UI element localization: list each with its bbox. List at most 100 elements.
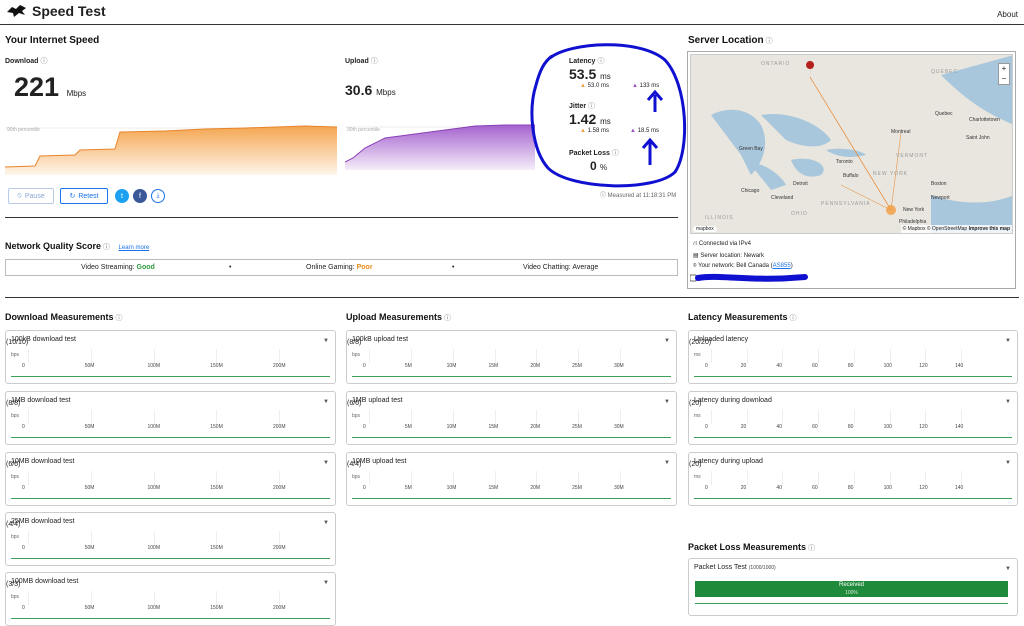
download-results-icon[interactable]: ⤓: [151, 189, 165, 203]
axis-tick-label: 80: [847, 363, 854, 369]
packet-loss-label: Packet Loss ⓘ: [569, 150, 619, 157]
measured-at: ⓘ Measured at 11:18:31 PM: [600, 193, 677, 199]
gridline: [782, 471, 784, 485]
chevron-down-icon[interactable]: ▼: [1005, 566, 1011, 572]
facebook-share-icon[interactable]: f: [133, 189, 147, 203]
zoom-in-button[interactable]: +: [1001, 64, 1007, 73]
chevron-down-icon[interactable]: ▼: [664, 399, 670, 405]
gridline: [746, 349, 748, 363]
network-quality-box: Video Streaming: Good • Online Gaming: P…: [5, 259, 678, 276]
gridline: [925, 410, 927, 424]
measurement-test-title: 100MB download test: [11, 578, 79, 585]
axis-tick-label: 0: [22, 605, 25, 611]
axis-unit-label: bps: [11, 594, 20, 600]
axis-tick-label: 0: [363, 485, 366, 491]
app-logo-icon: [7, 5, 26, 17]
gridline: [153, 471, 155, 485]
axis-unit-label: ms: [694, 413, 701, 419]
gridline: [216, 410, 218, 424]
axis-unit-label: bps: [11, 534, 20, 540]
map-label: Quebec: [935, 111, 953, 117]
map-label: Boston: [931, 181, 947, 187]
download-measurements-heading: Download Measurements ⓘ: [5, 312, 123, 322]
gridline: [494, 349, 496, 363]
chevron-down-icon[interactable]: ▼: [323, 460, 329, 466]
asn-link[interactable]: AS855: [772, 263, 791, 269]
axis-tick-label: 30M: [614, 424, 624, 430]
map-zoom-control[interactable]: + −: [998, 63, 1010, 85]
measurement-test-title: 10MB download test: [11, 458, 75, 465]
measurement-test-title: 1MB upload test: [352, 397, 403, 404]
measurement-test-title: 10MB upload test: [352, 458, 407, 465]
axis-tick-label: 0: [363, 363, 366, 369]
measurement-card: 10MB download test (6/6) ▼ bps 0 50M 100M 150M 2…: [5, 452, 336, 506]
chevron-down-icon[interactable]: ▼: [323, 338, 329, 344]
map-label: Cleveland: [771, 195, 794, 201]
measurement-card: 100kB upload test (8/8) ▼ bps 0 5M 10M 15M 20M 25…: [346, 330, 677, 384]
axis-tick-label: 0: [22, 363, 25, 369]
axis-tick-label: 200M: [273, 363, 286, 369]
baseline: [695, 603, 1008, 604]
axis-tick-label: 200M: [273, 605, 286, 611]
axis-tick-label: 150M: [210, 363, 223, 369]
measurement-test-title: Unloaded latency: [694, 336, 749, 343]
zoom-out-button[interactable]: −: [1001, 74, 1007, 83]
measurement-card: Unloaded latency (20/20) ▼ ms 0 20 40 60 80 100 12…: [688, 330, 1018, 384]
axis-tick-label: 40: [776, 485, 782, 491]
baseline: [694, 376, 1012, 377]
latency-label: Latency ⓘ: [569, 58, 605, 65]
measurement-card: 100kB download test (10/10) ▼ bps 0 50M 100M 15…: [5, 330, 336, 384]
gridline: [216, 531, 218, 545]
chevron-down-icon[interactable]: ▼: [323, 520, 329, 526]
server-card: [687, 51, 1016, 289]
axis-tick-label: 140: [955, 363, 964, 369]
axis-tick-label: 200M: [273, 545, 286, 551]
axis-tick-label: 100M: [147, 545, 161, 551]
about-link[interactable]: About: [997, 10, 1018, 19]
axis-tick-label: 20M: [530, 363, 541, 369]
gridline: [90, 591, 92, 605]
axis-tick-label: 40: [776, 424, 782, 430]
retest-button[interactable]: ↻ Retest: [60, 188, 108, 204]
network-quality-heading: Network Quality Score ⓘ Learn more: [5, 241, 150, 251]
measurement-test-title: 100kB upload test: [352, 336, 409, 343]
chevron-down-icon[interactable]: ▼: [323, 580, 329, 586]
chevron-down-icon[interactable]: ▼: [1005, 399, 1011, 405]
axis-unit-label: bps: [352, 474, 361, 480]
server-location-heading: Server Location ⓘ: [688, 35, 773, 46]
jitter-up: ▲ 18.5 ms: [630, 128, 659, 134]
chevron-down-icon[interactable]: ▼: [664, 460, 670, 466]
gridline: [578, 410, 580, 424]
gridline: [578, 349, 580, 363]
measurement-test-count: (20/20): [689, 339, 712, 346]
server-map[interactable]: ONTARIO QUEBEC Quebec Charlottetown Sain…: [690, 54, 1013, 234]
axis-tick-label: 20M: [530, 485, 541, 491]
axis-tick-label: 50M: [84, 485, 95, 491]
gridline: [925, 349, 927, 363]
chevron-down-icon[interactable]: ▼: [323, 399, 329, 405]
axis-tick-label: 120: [919, 424, 928, 430]
axis-tick-label: 120: [919, 485, 928, 491]
measurement-card: Latency during download (20) ▼ ms 0 20 40 60 80 1…: [688, 391, 1018, 445]
gridline: [853, 471, 855, 485]
map-label: ILLINOIS: [705, 215, 734, 221]
measurement-card: 1MB upload test (6/6) ▼ bps 0 5M 10M 15M 20M 25M 3…: [346, 391, 677, 445]
chevron-down-icon[interactable]: ▼: [664, 338, 670, 344]
twitter-share-icon[interactable]: t: [115, 189, 129, 203]
map-label: New York: [903, 207, 925, 213]
gridline: [90, 349, 92, 363]
chevron-down-icon[interactable]: ▼: [1005, 460, 1011, 466]
axis-tick-label: 140: [955, 485, 964, 491]
axis-tick-label: 15M: [488, 424, 499, 430]
chevron-down-icon[interactable]: ▼: [1005, 338, 1011, 344]
axis-tick-label: 50M: [84, 363, 95, 369]
gridline: [153, 410, 155, 424]
axis-tick-label: 100M: [147, 363, 161, 369]
gridline: [369, 410, 370, 424]
pause-button[interactable]: ⦸ Pause: [8, 188, 54, 204]
improve-map-link[interactable]: Improve this map: [968, 226, 1010, 232]
axis-tick-label: 100: [883, 363, 892, 369]
gridline: [279, 410, 280, 424]
top-bar: Speed Test About: [0, 0, 1024, 25]
learn-more-link[interactable]: Learn more: [118, 245, 150, 251]
